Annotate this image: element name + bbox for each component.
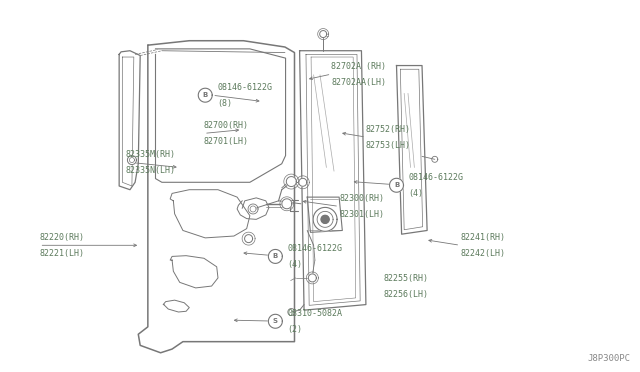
- Text: 82241(RH): 82241(RH): [460, 233, 505, 242]
- Text: 82256(LH): 82256(LH): [384, 290, 429, 299]
- Text: 82702A (RH): 82702A (RH): [332, 62, 387, 71]
- Text: 82335M(RH): 82335M(RH): [125, 150, 175, 159]
- Text: 82255(RH): 82255(RH): [384, 274, 429, 283]
- Polygon shape: [321, 215, 329, 223]
- Text: (4): (4): [408, 189, 424, 198]
- Polygon shape: [286, 177, 296, 186]
- Polygon shape: [268, 314, 282, 328]
- Text: B: B: [394, 182, 399, 188]
- Text: B: B: [203, 92, 208, 98]
- Text: 82300(RH): 82300(RH): [339, 195, 384, 203]
- Text: 82220(RH): 82220(RH): [40, 233, 84, 242]
- Text: 82701(LH): 82701(LH): [204, 137, 249, 146]
- Text: 08146-6122G: 08146-6122G: [287, 244, 342, 253]
- Text: 82242(LH): 82242(LH): [460, 249, 505, 258]
- Text: (2): (2): [287, 325, 302, 334]
- Text: 08146-6122G: 08146-6122G: [217, 83, 272, 92]
- Polygon shape: [127, 155, 136, 164]
- Polygon shape: [282, 199, 292, 209]
- Polygon shape: [320, 31, 326, 38]
- Text: (8): (8): [217, 99, 232, 108]
- Polygon shape: [250, 206, 256, 212]
- Polygon shape: [299, 178, 307, 186]
- Text: (4): (4): [287, 260, 302, 269]
- Text: 08146-6122G: 08146-6122G: [408, 173, 463, 182]
- Text: 82335N(LH): 82335N(LH): [125, 166, 175, 175]
- Text: S: S: [273, 318, 278, 324]
- Polygon shape: [390, 178, 403, 192]
- Text: B: B: [273, 253, 278, 259]
- Text: 82752(RH): 82752(RH): [366, 125, 411, 134]
- Text: 82702AA(LH): 82702AA(LH): [332, 78, 387, 87]
- Polygon shape: [308, 274, 316, 282]
- Polygon shape: [268, 250, 282, 263]
- Polygon shape: [313, 208, 337, 231]
- Text: 82700(RH): 82700(RH): [204, 121, 249, 130]
- Text: J8P300PC: J8P300PC: [588, 355, 631, 363]
- Text: 08310-5082A: 08310-5082A: [287, 309, 342, 318]
- Polygon shape: [198, 88, 212, 102]
- Polygon shape: [244, 235, 253, 243]
- Text: 82221(LH): 82221(LH): [40, 249, 84, 258]
- Text: 82753(LH): 82753(LH): [366, 141, 411, 150]
- Text: 82301(LH): 82301(LH): [339, 211, 384, 219]
